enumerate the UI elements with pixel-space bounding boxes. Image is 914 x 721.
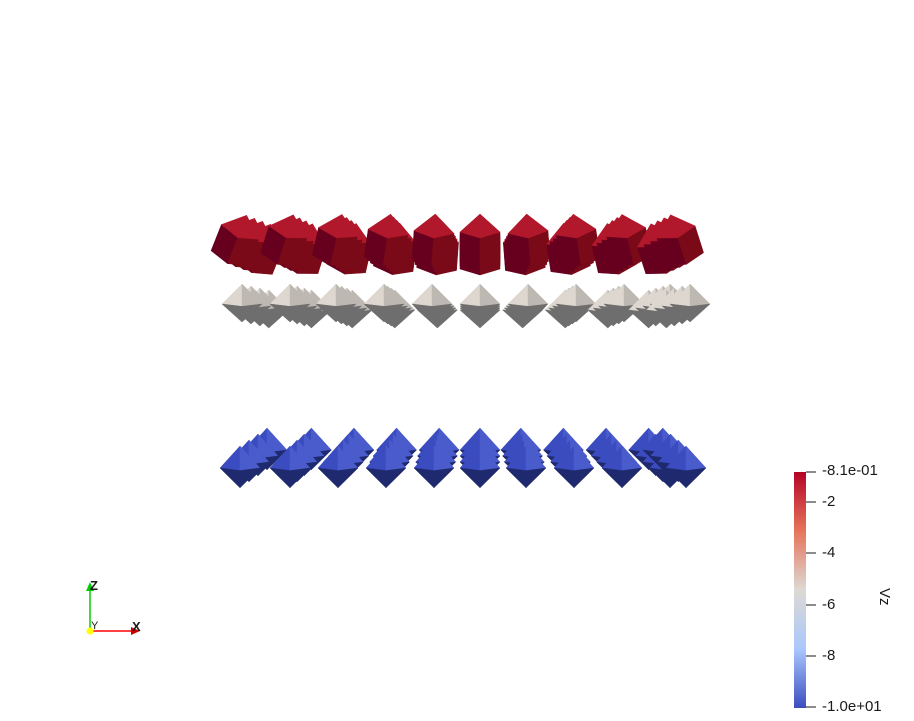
blue-glyph	[665, 445, 707, 489]
colorbar-gradient	[794, 472, 806, 708]
x-axis-label: X	[132, 619, 141, 634]
colorbar-title: Vz	[876, 588, 893, 606]
gray-glyph	[459, 283, 501, 323]
colorbar-tick-label: -1.0e+01	[822, 698, 882, 715]
red-glyph	[507, 213, 551, 267]
blue-glyph	[601, 445, 643, 489]
y-axis-label: Y	[91, 620, 99, 632]
gray-glyph	[507, 283, 549, 323]
x-axis-arrow	[131, 627, 140, 635]
blue-glyph	[553, 445, 595, 489]
colorbar-tick-label: -2	[822, 493, 836, 510]
colorbar-tick-label: -4	[822, 544, 836, 561]
blue-glyph	[413, 445, 455, 489]
gray-glyph	[411, 283, 453, 323]
orientation-axes-triad	[86, 582, 140, 635]
red-glyph	[411, 213, 455, 267]
y-axis-dot	[86, 627, 94, 635]
colorbar-tick-label: -6	[822, 596, 836, 613]
blue-glyph	[365, 445, 407, 489]
gray-glyph	[669, 283, 711, 323]
z-axis-label: Z	[90, 578, 98, 593]
colorbar-tick-label: -8.1e-01	[822, 462, 878, 479]
colorbar-tick-label: -8	[822, 647, 836, 664]
red-glyph	[555, 213, 601, 266]
red-glyph	[656, 214, 704, 265]
blue-glyph	[219, 445, 261, 489]
gray-glyph	[363, 283, 405, 323]
colorbar-ticks	[806, 471, 816, 708]
red-glyph	[363, 213, 409, 267]
red-glyph	[260, 214, 308, 265]
blue-glyph	[317, 445, 359, 489]
gray-glyph	[221, 283, 263, 323]
red-glyph	[210, 214, 260, 266]
gray-glyph	[315, 283, 357, 323]
blue-glyph	[269, 445, 311, 489]
gray-glyph	[269, 283, 311, 323]
red-glyph	[459, 213, 501, 267]
blue-glyph	[459, 445, 501, 489]
blue-glyph	[505, 445, 547, 489]
gray-glyph	[555, 283, 597, 323]
red-glyph	[312, 214, 358, 266]
z-axis-arrow	[86, 582, 94, 591]
